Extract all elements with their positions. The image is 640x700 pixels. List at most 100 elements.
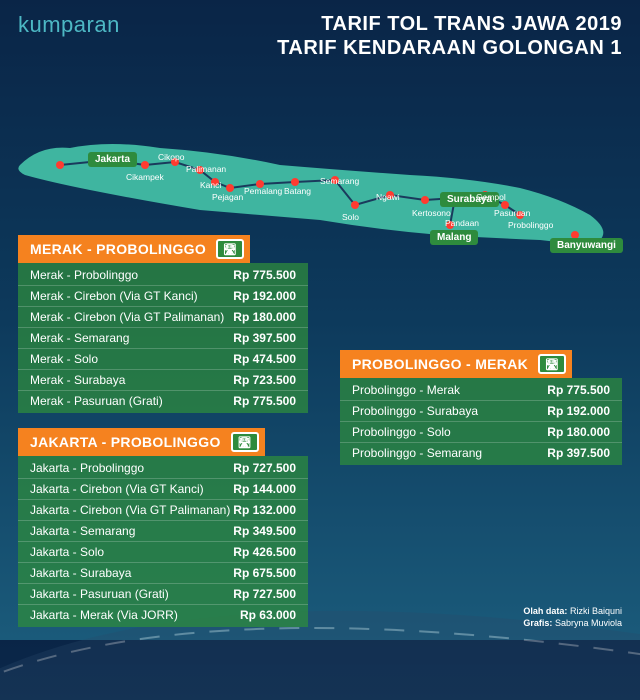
city-label: Ngawi <box>376 192 400 202</box>
city-label: Solo <box>342 212 359 222</box>
price-row: Merak - Surabaya Rp 723.500 <box>18 370 308 391</box>
route-name: Merak - Cirebon (Via GT Kanci) <box>30 289 198 303</box>
section-header: JAKARTA - PROBOLINGGO <box>18 428 265 456</box>
price-row: Jakarta - Solo Rp 426.500 <box>18 542 308 563</box>
credits: Olah data: Rizki Baiquni Grafis: Sabryna… <box>523 605 622 630</box>
route-price: Rp 775.500 <box>233 394 296 408</box>
route-name: Merak - Solo <box>30 352 98 366</box>
route-name: Merak - Semarang <box>30 331 129 345</box>
city-dot <box>56 161 64 169</box>
city-label: Cikopo <box>158 152 184 162</box>
section-merak-probolinggo: MERAK - PROBOLINGGO Merak - Probolinggo R… <box>18 235 308 413</box>
route-price: Rp 397.500 <box>547 446 610 460</box>
price-row: Merak - Cirebon (Via GT Kanci) Rp 192.000 <box>18 286 308 307</box>
city-label: Pandaan <box>445 218 479 228</box>
credit-grafis-label: Grafis: <box>523 618 552 628</box>
price-row: Merak - Probolinggo Rp 775.500 <box>18 265 308 286</box>
section-title: MERAK - PROBOLINGGO <box>30 241 206 257</box>
route-price: Rp 63.000 <box>240 608 296 622</box>
route-price: Rp 180.000 <box>233 310 296 324</box>
price-row: Merak - Pasuruan (Grati)Rp 775.500 <box>18 391 308 411</box>
route-name: Probolinggo - Semarang <box>352 446 482 460</box>
city-label: Gempol <box>476 192 506 202</box>
route-name: Probolinggo - Solo <box>352 425 451 439</box>
city-dot <box>141 161 149 169</box>
route-name: Jakarta - Semarang <box>30 524 135 538</box>
route-price: Rp 192.000 <box>233 289 296 303</box>
city-label: Probolinggo <box>508 220 553 230</box>
road-icon <box>216 239 244 259</box>
price-row: Probolinggo - Merak Rp 775.500 <box>340 380 622 401</box>
brand-logo: kumparan <box>18 12 120 38</box>
route-name: Merak - Cirebon (Via GT Palimanan) <box>30 310 224 324</box>
title-line-1: TARIF TOL TRANS JAWA 2019 <box>277 12 622 36</box>
section-title: JAKARTA - PROBOLINGGO <box>30 434 221 450</box>
section-probolinggo-merak: PROBOLINGGO - MERAK Probolinggo - Merak R… <box>340 350 622 465</box>
price-row: Jakarta - Surabaya Rp 675.500 <box>18 563 308 584</box>
city-label: Palimanan <box>186 164 226 174</box>
route-name: Merak - Surabaya <box>30 373 125 387</box>
route-name: Jakarta - Cirebon (Via GT Palimanan) <box>30 503 230 517</box>
city-label: Batang <box>284 186 311 196</box>
page-title: TARIF TOL TRANS JAWA 2019 TARIF KENDARAA… <box>277 12 622 60</box>
road-icon <box>538 354 566 374</box>
route-price: Rp 775.500 <box>233 268 296 282</box>
price-row: Jakarta - Cirebon (Via GT Palimanan)Rp 1… <box>18 500 308 521</box>
route-name: Merak - Probolinggo <box>30 268 138 282</box>
city-pill: Banyuwangi <box>550 238 623 253</box>
route-name: Jakarta - Merak (Via JORR) <box>30 608 178 622</box>
price-row: Probolinggo - Surabaya Rp 192.000 <box>340 401 622 422</box>
title-line-2: TARIF KENDARAAN GOLONGAN 1 <box>277 36 622 60</box>
route-name: Jakarta - Probolinggo <box>30 461 144 475</box>
section-title: PROBOLINGGO - MERAK <box>352 356 528 372</box>
city-label: Pemalang <box>244 186 282 196</box>
route-name: Jakarta - Solo <box>30 545 104 559</box>
city-label: Cikampek <box>126 172 164 182</box>
section-jakarta-probolinggo: JAKARTA - PROBOLINGGO Jakarta - Probolin… <box>18 428 308 627</box>
city-dot <box>351 201 359 209</box>
city-label: Kanci <box>200 180 221 190</box>
route-name: Probolinggo - Merak <box>352 383 460 397</box>
price-row: Merak - Semarang Rp 397.500 <box>18 328 308 349</box>
route-price: Rp 349.500 <box>233 524 296 538</box>
price-table: Merak - Probolinggo Rp 775.500 Merak - Cir… <box>18 263 308 413</box>
city-label: Kertosono <box>412 208 451 218</box>
route-price: Rp 426.500 <box>233 545 296 559</box>
route-price: Rp 144.000 <box>233 482 296 496</box>
route-price: Rp 775.500 <box>547 383 610 397</box>
route-price: Rp 723.500 <box>233 373 296 387</box>
city-dot <box>291 178 299 186</box>
route-name: Jakarta - Pasuruan (Grati) <box>30 587 169 601</box>
road-icon <box>231 432 259 452</box>
city-dot <box>421 196 429 204</box>
price-row: Jakarta - Merak (Via JORR) Rp 63.000 <box>18 605 308 625</box>
price-table: Jakarta - ProbolinggoRp 727.500Jakarta -… <box>18 456 308 627</box>
route-price: Rp 727.500 <box>233 587 296 601</box>
price-row: Merak - Solo Rp 474.500 <box>18 349 308 370</box>
city-pill: Jakarta <box>88 152 137 167</box>
price-row: Jakarta - Semarang Rp 349.500 <box>18 521 308 542</box>
city-label: Pasuruan <box>494 208 530 218</box>
route-name: Jakarta - Surabaya <box>30 566 131 580</box>
route-price: Rp 192.000 <box>547 404 610 418</box>
price-row: Jakarta - Probolinggo Rp 727.500 <box>18 458 308 479</box>
route-name: Probolinggo - Surabaya <box>352 404 478 418</box>
city-label: Semarang <box>320 176 359 186</box>
price-row: Merak - Cirebon (Via GT Palimanan) Rp 180… <box>18 307 308 328</box>
route-price: Rp 474.500 <box>233 352 296 366</box>
price-row: Jakarta - Cirebon (Via GT Kanci) Rp 144.0… <box>18 479 308 500</box>
route-price: Rp 675.500 <box>233 566 296 580</box>
city-pill: Malang <box>430 230 478 245</box>
city-label: Pejagan <box>212 192 243 202</box>
credit-grafis-value: Sabryna Muviola <box>555 618 622 628</box>
route-name: Jakarta - Cirebon (Via GT Kanci) <box>30 482 204 496</box>
price-row: Probolinggo - SoloRp 180.000 <box>340 422 622 443</box>
route-price: Rp 132.000 <box>233 503 296 517</box>
credit-data-label: Olah data: <box>523 606 567 616</box>
price-table: Probolinggo - MerakRp 775.500Probolinggo… <box>340 378 622 465</box>
price-row: Jakarta - Pasuruan (Grati) Rp 727.500 <box>18 584 308 605</box>
section-header: PROBOLINGGO - MERAK <box>340 350 572 378</box>
credit-data-value: Rizki Baiquni <box>570 606 622 616</box>
route-price: Rp 397.500 <box>233 331 296 345</box>
route-price: Rp 727.500 <box>233 461 296 475</box>
